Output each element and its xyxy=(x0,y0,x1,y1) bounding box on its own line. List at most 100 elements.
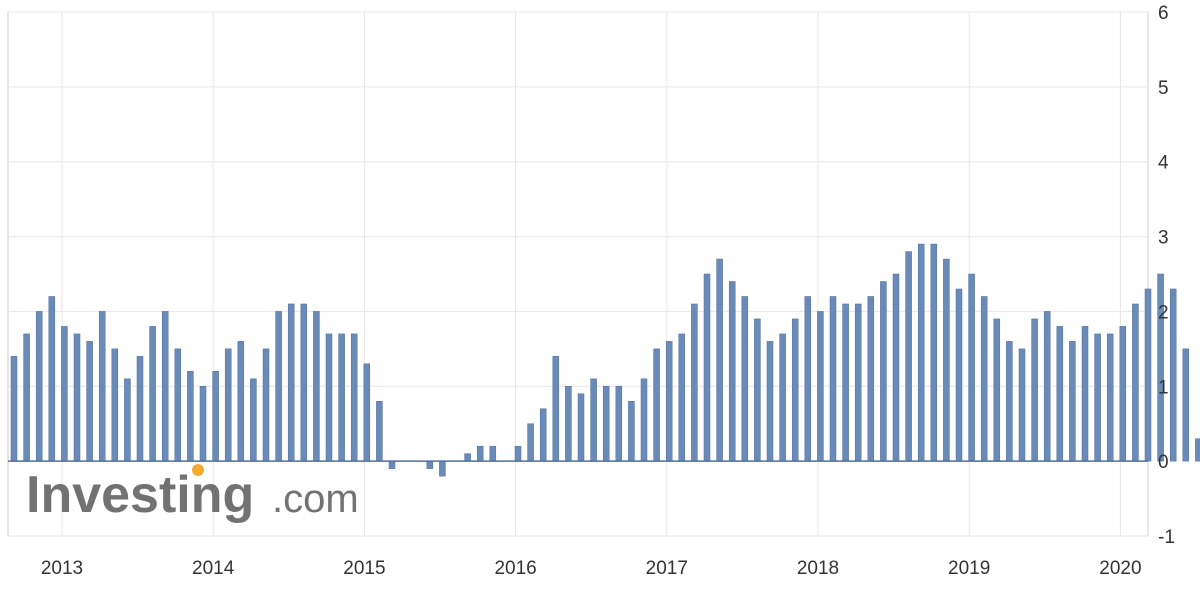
bar xyxy=(136,356,144,462)
bar xyxy=(476,445,484,462)
bar xyxy=(73,333,81,462)
bar xyxy=(426,460,434,469)
bar xyxy=(212,371,219,462)
bar xyxy=(779,333,786,462)
x-tick-label: 2019 xyxy=(948,558,990,579)
bar xyxy=(1043,311,1051,462)
x-tick-label: 2016 xyxy=(494,558,536,579)
bar xyxy=(880,281,887,462)
bar xyxy=(892,273,900,462)
bar xyxy=(930,243,938,462)
bar xyxy=(754,318,761,462)
bar xyxy=(867,296,875,462)
x-tick-label: 2017 xyxy=(646,558,688,579)
bar xyxy=(955,288,963,462)
investing-logo: Investing .com xyxy=(26,464,359,524)
x-tick-label: 2020 xyxy=(1099,558,1141,579)
bar xyxy=(1031,318,1038,462)
bar xyxy=(590,378,597,462)
x-axis: 201320142015201620172018201920202021 xyxy=(41,558,1142,579)
bar xyxy=(615,386,623,462)
bar xyxy=(86,341,93,462)
bar xyxy=(1056,326,1064,462)
bar xyxy=(338,333,345,462)
bar xyxy=(48,296,56,462)
logo-accent-dot xyxy=(192,464,204,476)
bar xyxy=(678,333,686,462)
bar xyxy=(1018,348,1026,462)
bar xyxy=(363,363,371,462)
bar xyxy=(653,348,660,462)
bar xyxy=(842,303,849,462)
bar xyxy=(439,460,446,477)
bar xyxy=(1006,341,1013,462)
bar xyxy=(539,408,547,462)
bar xyxy=(804,296,812,462)
bar xyxy=(640,378,648,462)
bar xyxy=(905,251,912,462)
bar xyxy=(111,348,119,462)
bar xyxy=(262,348,270,462)
bar xyxy=(187,371,194,462)
y-axis: -1 0 1 2 3 4 5 6 xyxy=(1158,3,1175,548)
bar xyxy=(980,296,988,462)
bar xyxy=(1081,326,1089,462)
bar xyxy=(791,318,799,462)
bars xyxy=(8,243,1200,477)
bar xyxy=(224,348,232,462)
y-tick-label: 2 xyxy=(1158,302,1169,323)
x-tick-label: 2014 xyxy=(192,558,235,579)
bar xyxy=(464,453,471,462)
bar xyxy=(489,445,497,462)
bar xyxy=(817,311,824,462)
bar xyxy=(350,333,358,462)
bar xyxy=(514,445,522,462)
bar xyxy=(376,401,383,462)
bar xyxy=(1144,288,1152,462)
bar xyxy=(237,341,245,462)
bar xyxy=(10,356,18,462)
bar xyxy=(943,258,950,462)
bar xyxy=(23,333,30,462)
bar xyxy=(628,401,635,462)
bar xyxy=(854,303,862,462)
bar xyxy=(527,423,534,462)
logo-suffix: .com xyxy=(272,477,359,521)
bar xyxy=(1069,341,1076,462)
x-tick-label: 2018 xyxy=(797,558,839,579)
bar xyxy=(1195,438,1200,462)
y-tick-label: 5 xyxy=(1158,78,1169,99)
bar xyxy=(161,311,169,462)
bar xyxy=(1157,273,1164,462)
bar xyxy=(602,386,610,462)
bar xyxy=(325,333,333,462)
bar xyxy=(716,258,723,462)
bar xyxy=(1119,326,1127,462)
bar xyxy=(275,311,282,462)
bar xyxy=(313,311,320,462)
bar xyxy=(1106,333,1114,462)
y-tick-label: 1 xyxy=(1158,377,1169,398)
bar xyxy=(61,326,68,462)
bar xyxy=(993,318,1001,462)
bar xyxy=(149,326,156,462)
bar xyxy=(98,311,106,462)
bar xyxy=(728,281,736,462)
bar xyxy=(565,386,572,462)
bar xyxy=(199,386,207,462)
bar xyxy=(250,378,257,462)
bar xyxy=(665,341,673,462)
bar xyxy=(917,243,925,462)
y-tick-label: 4 xyxy=(1158,153,1169,174)
x-tick-label: 2013 xyxy=(41,558,83,579)
bar xyxy=(691,303,698,462)
bar xyxy=(968,273,975,462)
logo-text: Investing xyxy=(26,466,254,524)
x-tick-label: 2015 xyxy=(343,558,385,579)
bar xyxy=(1132,303,1139,462)
bar xyxy=(300,303,308,462)
bar xyxy=(388,460,396,469)
bar xyxy=(829,296,837,462)
bar xyxy=(35,311,43,462)
